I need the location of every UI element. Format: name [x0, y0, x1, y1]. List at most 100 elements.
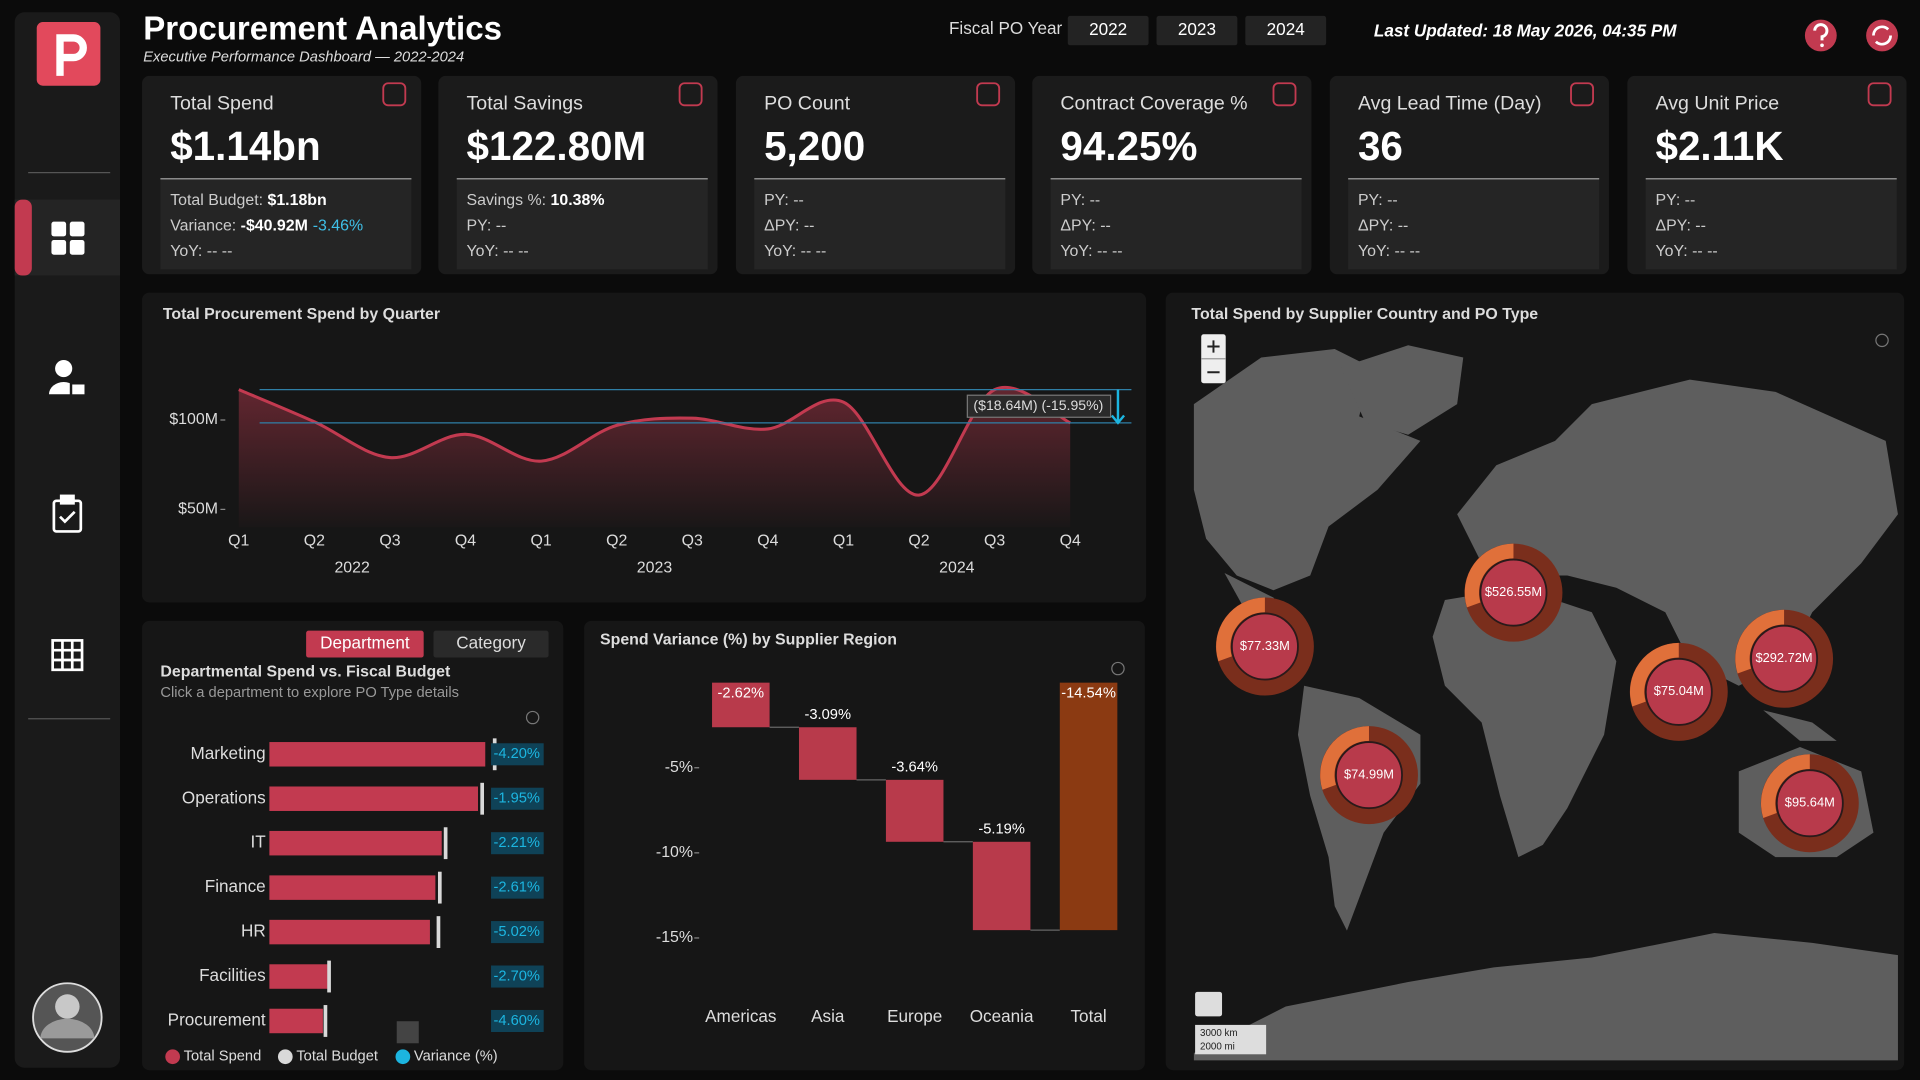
- kpi-value: $2.11K: [1656, 123, 1784, 169]
- kpi-detail: ΔPY: --: [1060, 218, 1110, 235]
- kpi-detail-label: ΔPY: --: [1656, 218, 1706, 235]
- bubble-label: $77.33M: [1240, 638, 1290, 653]
- panel-title: Spend Variance (%) by Supplier Region: [600, 632, 897, 649]
- bubble[interactable]: [1335, 741, 1403, 810]
- waterfall-bar: [972, 841, 1031, 931]
- spend-bar[interactable]: [269, 786, 479, 811]
- kpi-detail-box: [1645, 178, 1897, 270]
- bubble[interactable]: [1750, 624, 1819, 693]
- kpi-detail-label: ΔPY: --: [1060, 218, 1110, 235]
- tab-active[interactable]: [306, 630, 424, 658]
- bubble-label: $526.55M: [1485, 584, 1542, 599]
- variance-label: -2.70%: [493, 968, 540, 984]
- category-label[interactable]: Operations: [182, 787, 266, 807]
- x-group-label: 2023: [637, 559, 673, 576]
- kpi-detail-label: YoY: -- --: [467, 243, 529, 260]
- panel-subtitle: Click a department to explore PO Type de…: [160, 685, 459, 701]
- category-label[interactable]: Procurement: [168, 1010, 266, 1030]
- budget-marker: [436, 916, 441, 948]
- nav-dashboard-icon[interactable]: [51, 221, 85, 255]
- category-label[interactable]: HR: [241, 921, 266, 941]
- spend-bar[interactable]: [269, 742, 486, 767]
- x-tick-label: Q3: [379, 532, 400, 549]
- year-button[interactable]: [1156, 15, 1238, 46]
- year-button-label[interactable]: 2022: [1089, 19, 1127, 39]
- panel-title: Total Procurement Spend by Quarter: [163, 306, 440, 323]
- budget-marker: [437, 871, 442, 904]
- map-scale-box: [1195, 1024, 1267, 1055]
- kpi-title: PO Count: [764, 92, 851, 114]
- nav-user-icon[interactable]: [48, 360, 87, 397]
- scroll-button[interactable]: [396, 1021, 419, 1044]
- tab[interactable]: [433, 630, 549, 658]
- avatar-head: [55, 994, 80, 1019]
- variance-badge: [491, 832, 544, 855]
- x-tick-label: Q1: [228, 532, 249, 549]
- kpi-detail: PY: --: [1060, 192, 1100, 209]
- kpi-detail-label: YoY: -- --: [1358, 243, 1420, 260]
- kpi-detail: ΔPY: --: [764, 218, 814, 235]
- kpi-detail-label: ΔPY: --: [1358, 218, 1408, 235]
- spend-bar[interactable]: [269, 919, 430, 945]
- category-label[interactable]: Marketing: [191, 743, 266, 763]
- bubble-ring-segment: [1735, 609, 1785, 674]
- spend-bar[interactable]: [269, 1008, 323, 1034]
- budget-marker: [323, 1005, 328, 1037]
- spend-bar[interactable]: [269, 875, 436, 900]
- variance-badge: [491, 787, 544, 810]
- kpi-icon: [976, 82, 1001, 107]
- kpi-detail-label: PY: --: [467, 218, 507, 235]
- variance-label: -4.20%: [493, 746, 540, 762]
- avatar-body: [40, 1018, 95, 1039]
- category-label[interactable]: IT: [250, 832, 266, 852]
- map-pin-button[interactable]: [1195, 991, 1223, 1017]
- x-tick-label: Q1: [833, 532, 854, 549]
- category-label[interactable]: Finance: [205, 876, 266, 896]
- kpi-detail: YoY: -- --: [1060, 243, 1122, 260]
- bubble-label: $74.99M: [1344, 766, 1394, 781]
- bubble[interactable]: [1230, 612, 1299, 681]
- kpi-title: Total Savings: [467, 92, 584, 114]
- value-label: -5.19%: [978, 821, 1025, 837]
- kpi-detail-label: Total Budget:: [170, 192, 267, 209]
- kpi-detail-box: [754, 178, 1006, 270]
- tab-label[interactable]: Category: [456, 633, 526, 653]
- y-tick-label: $100M: [169, 411, 218, 428]
- nav-tasks-icon[interactable]: [52, 494, 83, 533]
- spend-bar[interactable]: [269, 830, 442, 856]
- year-button[interactable]: [1067, 15, 1149, 46]
- kpi-value: $1.14bn: [170, 123, 320, 169]
- year-button-label[interactable]: 2024: [1267, 19, 1306, 39]
- kpi-detail-value: 10.38%: [551, 192, 605, 209]
- nav-table-icon[interactable]: [51, 639, 84, 672]
- refresh-button[interactable]: [1866, 19, 1898, 52]
- year-button-label[interactable]: 2023: [1178, 19, 1216, 39]
- x-tick-label: Q4: [1060, 532, 1081, 549]
- year-button[interactable]: [1245, 15, 1327, 46]
- spend-bar[interactable]: [269, 964, 328, 989]
- kpi-detail-label: Savings %:: [467, 192, 551, 209]
- map-scale-label: 2000 mi: [1200, 1042, 1235, 1053]
- y-tick-label: -10%: [656, 844, 693, 861]
- bubble[interactable]: [1479, 558, 1548, 627]
- kpi-icon: [382, 82, 407, 107]
- x-group-label: 2022: [334, 559, 370, 576]
- bubble[interactable]: [1775, 769, 1844, 838]
- bubble[interactable]: [1644, 657, 1713, 726]
- variance-badge: [491, 743, 544, 766]
- legend-label: Variance (%): [414, 1049, 498, 1065]
- kpi-detail-box: [1050, 178, 1302, 270]
- info-icon[interactable]: [1875, 333, 1889, 348]
- x-tick-label: Q3: [984, 532, 1005, 549]
- bubble-ring-segment: [1629, 642, 1679, 707]
- sidebar: [14, 12, 120, 1068]
- tab-label[interactable]: Department: [320, 633, 410, 653]
- kpi-detail: YoY: -- --: [1656, 243, 1718, 260]
- logo-glyph: [56, 34, 87, 76]
- kpi-detail: Variance: -$40.92M -3.46%: [170, 218, 363, 235]
- info-icon[interactable]: [525, 710, 540, 725]
- panel-title: Total Spend by Supplier Country and PO T…: [1191, 306, 1538, 323]
- category-label[interactable]: Facilities: [199, 965, 266, 985]
- info-icon[interactable]: [1111, 661, 1125, 676]
- kpi-detail: ΔPY: --: [1656, 218, 1706, 235]
